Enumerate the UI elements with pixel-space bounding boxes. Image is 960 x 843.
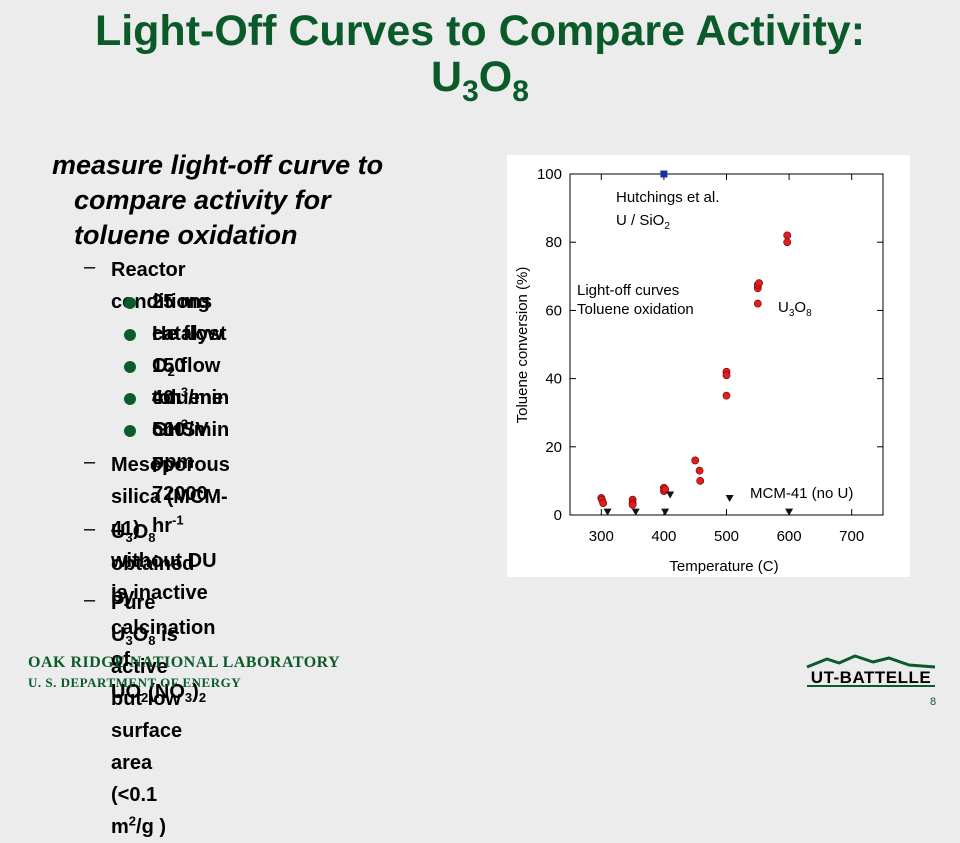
bullet-dot-icon [124, 425, 136, 437]
u3o8-point [695, 466, 704, 475]
light-off-chart: 300 400 500 600 700 0 20 40 60 80 100 Temperature … [507, 155, 910, 577]
bullet-dot-icon [124, 297, 136, 309]
y-tick-label: 40 [545, 371, 562, 388]
mountain-icon [806, 654, 936, 669]
footer-lab: OAK RIDGE NATIONAL LABORATORY [28, 654, 341, 671]
u3o8-point [722, 391, 731, 400]
footer-organization: OAK RIDGE NATIONAL LABORATORY U. S. DEPA… [28, 652, 340, 692]
u3o8-point [661, 485, 670, 494]
u3o8-point [783, 231, 792, 240]
bullet-dot-icon [124, 393, 136, 405]
x-tick-label: 500 [714, 528, 739, 545]
dash-marker: – [84, 451, 96, 473]
bullet-mesoporous: Mesoporous silica (MCM-41) without DU is … [111, 454, 230, 604]
y-tick-label: 60 [545, 302, 562, 319]
data-points [597, 170, 794, 516]
dash-marker: – [84, 518, 96, 540]
axis-ticks: 300 400 500 600 700 0 20 40 60 80 100 [537, 166, 883, 545]
x-axis-label: Temperature (C) [669, 558, 778, 575]
footer-dept: U. S. DEPARTMENT OF ENERGY [28, 675, 242, 690]
x-tick-label: 600 [777, 528, 802, 545]
dash-marker: – [84, 589, 96, 611]
y-tick-label: 100 [537, 166, 562, 183]
y-tick-label: 80 [545, 234, 562, 251]
mcm41-point [631, 508, 640, 516]
bullet-dot-icon [124, 361, 136, 373]
chart-svg: 300 400 500 600 700 0 20 40 60 80 100 Temperature … [514, 166, 884, 575]
x-tick-label: 300 [589, 528, 614, 545]
annotation-hutchings-line2: U / SiO2 [616, 212, 670, 232]
bullet-he-flow: He flow 150 cm3/min [152, 323, 230, 409]
annotation-mcm41: MCM-41 (no U) [750, 485, 853, 502]
bullet-dot-icon [124, 329, 136, 341]
mcm41-point [666, 491, 675, 499]
u3o8-point [628, 500, 637, 509]
u3o8-point [755, 279, 763, 288]
y-tick-label: 0 [554, 507, 562, 524]
bullet-o2-flow: O2 flow 40 cm3/min [152, 355, 230, 441]
bullet-reactor-conditions: Reactor conditions [111, 259, 213, 313]
mcm41-point [661, 508, 670, 516]
bullet-catalyst: 25 mg catalyst [152, 291, 227, 345]
x-tick-label: 400 [651, 528, 676, 545]
u3o8-point [783, 238, 792, 247]
bullet-calcination: U3O8 obtained by calcination of UO2(NO3)2 [111, 521, 216, 705]
u3o8-point [691, 456, 700, 465]
y-tick-label: 20 [545, 439, 562, 456]
logo-text: UT-BATTELLE [810, 668, 932, 687]
annotation-hutchings-line1: Hutchings et al. [616, 189, 719, 206]
x-tick-label: 700 [839, 528, 864, 545]
bullet-ghsv: GHSV = 72000 hr-1 [152, 419, 209, 537]
title-line1: Light-Off Curves to Compare Activity: [94, 7, 866, 55]
y-axis-label: Toluene conversion (%) [514, 267, 531, 424]
u3o8-point [753, 299, 762, 308]
mcm41-point [603, 508, 612, 516]
mcm41-point [785, 508, 794, 516]
ut-battelle-logo [806, 654, 936, 687]
annotation-u3o8: U3O8 [778, 299, 812, 319]
hutchings-point [660, 170, 668, 178]
bullet-toluene: toluene 500 ppm [152, 387, 224, 473]
slide-title: Light-Off Curves to Compare Activity: U3… [0, 7, 960, 108]
dash-marker: – [84, 256, 96, 278]
mcm41-point [725, 494, 734, 502]
title-line2: U3O8 [431, 53, 529, 108]
u3o8-point [696, 476, 705, 485]
bullet-pure-u3o8: Pure U3O8 is active but low surface area … [111, 592, 183, 838]
main-bullet: measure light-off curve to compare activ… [52, 150, 384, 250]
annotation-lightoff-line1: Light-off curves [577, 282, 679, 299]
u3o8-point [599, 499, 608, 507]
u3o8-point [722, 371, 731, 380]
page-number: 8 [930, 696, 937, 708]
annotation-lightoff-line2: Toluene oxidation [577, 301, 694, 318]
